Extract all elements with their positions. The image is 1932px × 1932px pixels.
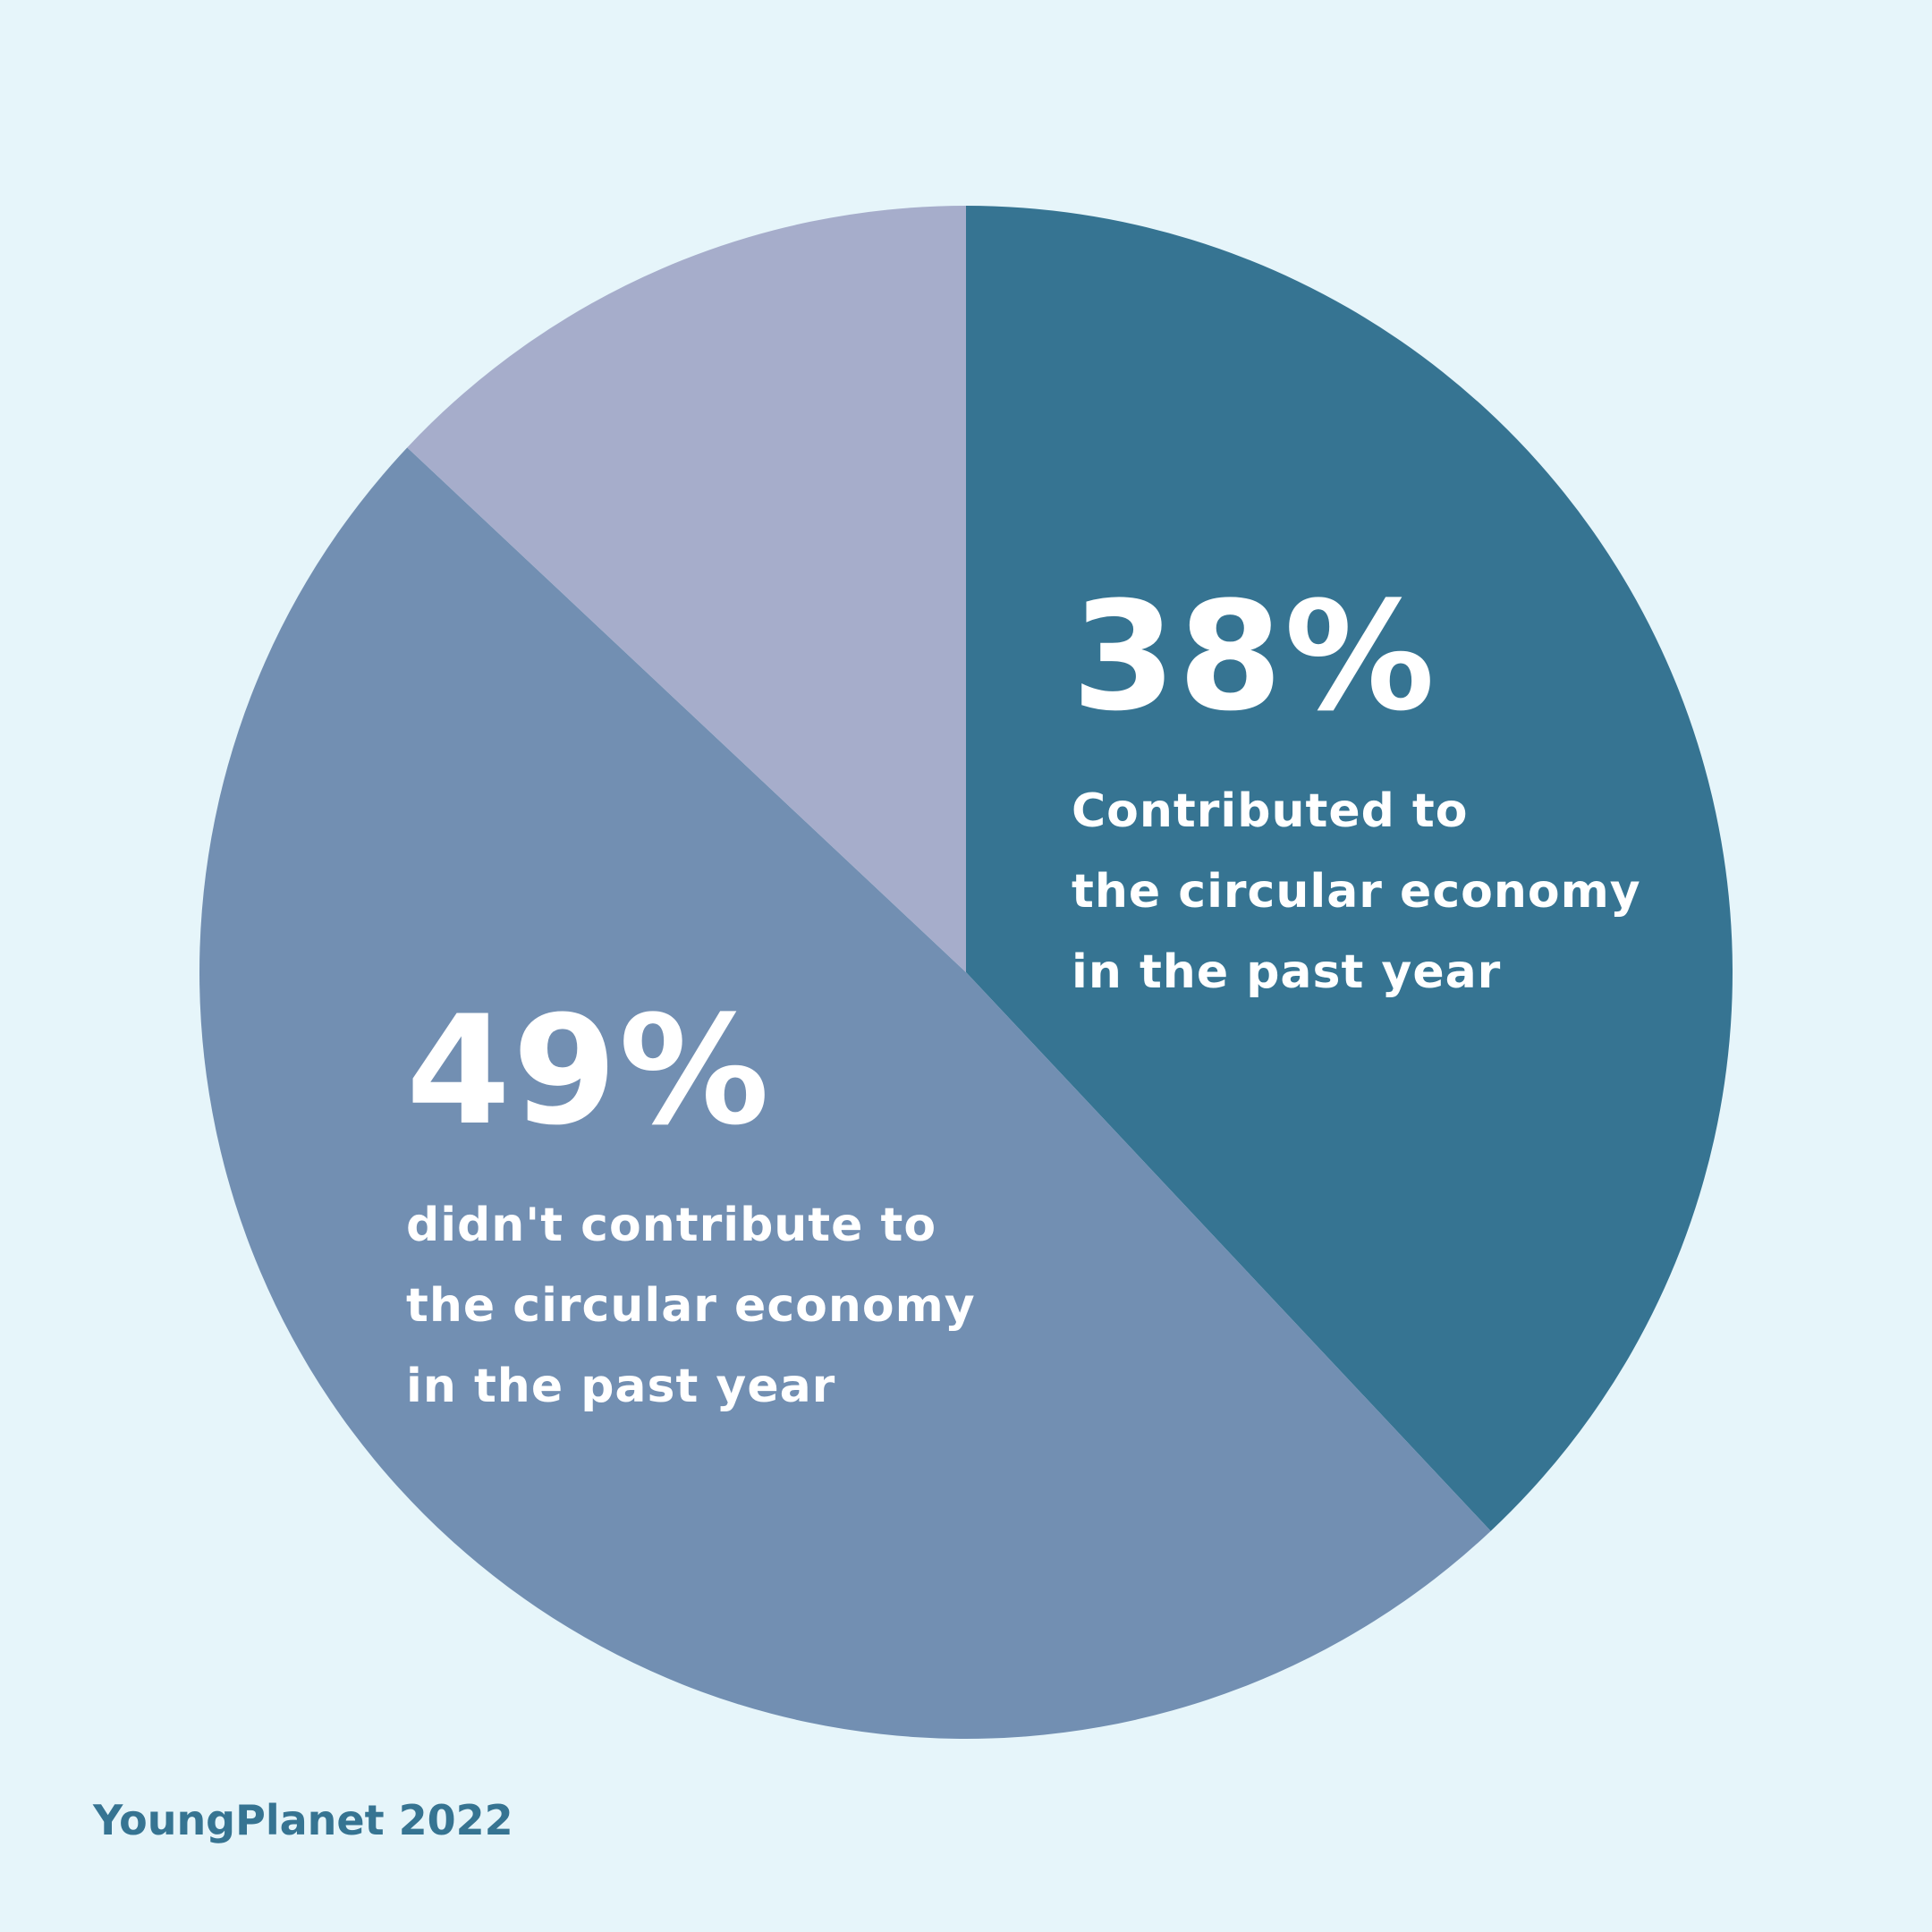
slice-percent-not-contributed: 49%: [406, 983, 772, 1158]
slice-label-contributed: 38% Contributed to the circular economy …: [1072, 581, 1641, 1013]
pie-slice-other: [407, 206, 966, 972]
description-line: the circular economy: [406, 1279, 976, 1333]
slice-description-not-contributed: didn't contribute to the circular econom…: [406, 1185, 976, 1427]
pie-slice-not-contributed: [199, 447, 1491, 1739]
description-line: didn't contribute to: [406, 1199, 937, 1252]
slice-percent-contributed: 38%: [1072, 569, 1437, 744]
slice-description-contributed: Contributed to the circular economy in t…: [1072, 771, 1641, 1013]
source-credit: YoungPlanet 2022: [93, 1796, 513, 1844]
slice-label-not-contributed: 49% didn't contribute to the circular ec…: [406, 996, 976, 1427]
description-line: in the past year: [406, 1360, 836, 1413]
pie-slice-contributed: [966, 206, 1733, 1531]
description-line: Contributed to: [1072, 784, 1469, 838]
description-line: the circular economy: [1072, 865, 1641, 919]
description-line: in the past year: [1072, 945, 1502, 999]
